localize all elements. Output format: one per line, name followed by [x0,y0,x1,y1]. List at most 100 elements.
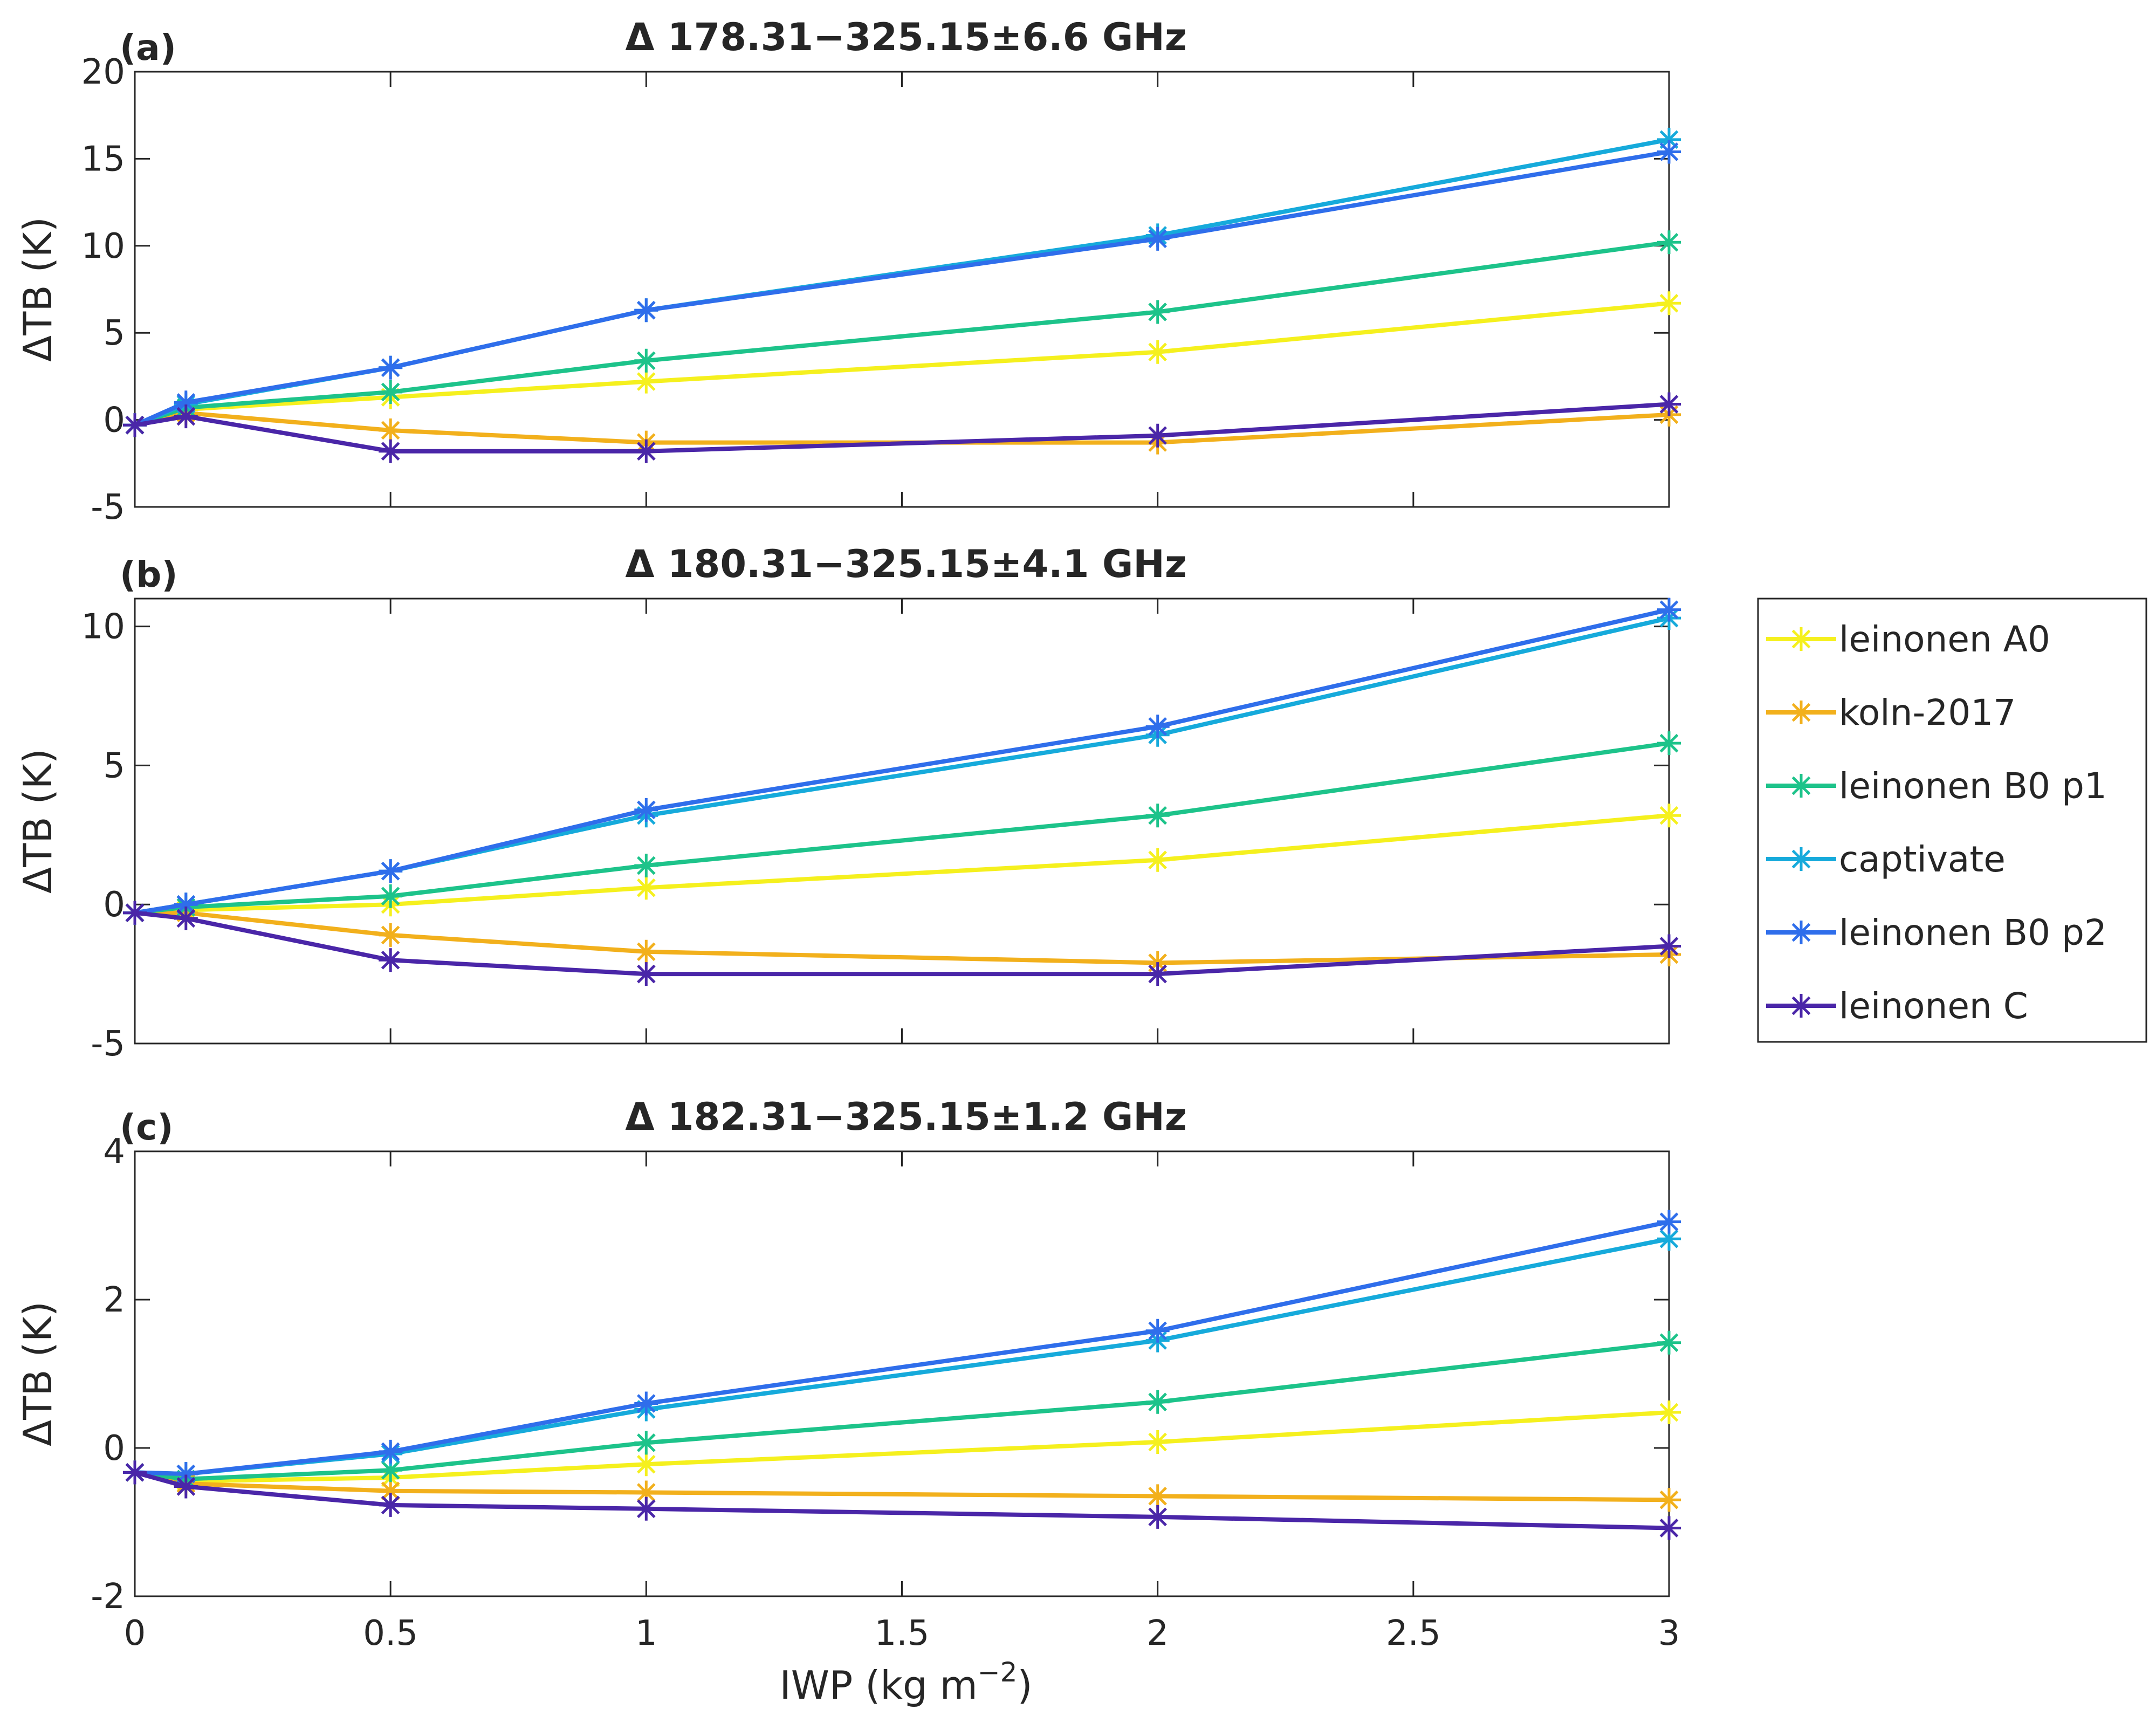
data-point [379,380,403,404]
data-point [1145,715,1170,739]
data-point [123,413,147,437]
data-point [1145,1319,1170,1343]
axes-frame [134,598,1670,1045]
data-point [379,923,403,947]
data-point [634,876,658,900]
data-point [1657,1210,1681,1234]
legend-label: leinonen B0 p1 [1839,765,2107,807]
series-line [134,149,1670,427]
data-point [1145,340,1170,364]
data-point [123,1460,147,1485]
data-point [1657,1401,1681,1424]
data-point [174,1462,198,1486]
series-line [134,1470,1670,1530]
data-point [1657,731,1681,756]
legend-entry: leinonen B0 p2 [1766,912,2107,953]
data-point [174,404,198,429]
panel-b: -5 0 5 10 Δ 180.31−325.15±4.1 GHz (b) ΔTB (K) [15,542,1681,1064]
data-point [634,298,658,322]
x-tick-label: 1 [635,1614,657,1653]
data-point [1657,1516,1681,1540]
y-tick-label: 15 [81,139,125,179]
legend-label: koln-2017 [1839,692,2016,733]
data-point [1657,140,1681,164]
x-tick-label: 2 [1146,1614,1169,1653]
panel-letter: (a) [120,27,176,68]
data-point [1657,127,1681,152]
x-tick-label: 0.5 [363,1614,418,1653]
legend-entry: leinonen B0 p1 [1766,765,2107,807]
series-line [134,607,1670,915]
x-tick-label: 0 [124,1614,146,1653]
x-label-close: ) [1017,1663,1032,1708]
data-point [174,390,198,415]
data-point [634,439,658,463]
data-point [1145,423,1170,448]
y-tick-label: 20 [81,52,125,92]
data-point [379,859,403,883]
legend-label: leinonen B0 p2 [1839,912,2107,953]
y-tick-label: 5 [103,746,125,786]
data-point [1657,934,1681,958]
data-point [1145,226,1170,251]
data-point [634,798,658,822]
data-point [1145,1505,1170,1529]
y-tick-label: 10 [81,226,125,266]
y-tick-label: -2 [91,1577,125,1617]
data-point [1657,804,1681,828]
data-point [1145,962,1170,986]
data-point [379,355,403,380]
x-tick-label: 1.5 [875,1614,930,1653]
data-point [1657,598,1681,622]
data-point [1657,1488,1681,1512]
data-point [1145,300,1170,324]
data-point [1657,291,1681,315]
y-tick-label: 0 [103,885,125,925]
data-point [379,1479,403,1503]
y-tick-label: -5 [91,488,125,527]
data-point [634,1452,658,1477]
data-point [1657,230,1681,255]
data-point [123,901,147,925]
data-point [1145,1484,1170,1508]
y-tick-label: 5 [103,313,125,353]
data-point [379,439,403,463]
y-tick-label: 10 [81,607,125,647]
legend-marker [1789,774,1813,798]
legend-entry: captivate [1766,839,2006,880]
legend-marker [1789,921,1813,944]
legend-entry: koln-2017 [1766,692,2016,733]
data-point [379,1439,403,1464]
data-point [1145,1390,1170,1414]
data-point [634,939,658,964]
panel-title: Δ 178.31−325.15±6.6 GHz [625,15,1186,59]
data-point [1145,1430,1170,1454]
legend-marker [1789,627,1813,651]
data-point [1145,804,1170,828]
y-tick-label: 0 [103,1429,125,1468]
data-point [379,1458,403,1482]
data-point [634,1480,658,1505]
series-line [134,402,1670,454]
legend-entry: leinonen C [1766,985,2028,1027]
data-point [174,1474,198,1499]
y-axis-label: ΔTB (K) [15,1301,60,1446]
y-axis-label: ΔTB (K) [15,749,60,894]
data-point [1145,848,1170,872]
y-tick-label: 2 [103,1280,125,1320]
data-point [1657,1330,1681,1355]
y-axis-label: ΔTB (K) [15,217,60,362]
legend-entry: leinonen A0 [1766,619,2050,660]
data-point [634,1391,658,1416]
panel-title: Δ 182.31−325.15±1.2 GHz [625,1095,1186,1139]
legend-label: leinonen A0 [1839,619,2050,660]
data-point [174,907,198,930]
y-tick-label: 4 [103,1132,125,1172]
data-point [634,1431,658,1455]
data-point [379,1493,403,1517]
legend-label: leinonen C [1839,985,2028,1027]
y-tick-label: -5 [91,1024,125,1064]
